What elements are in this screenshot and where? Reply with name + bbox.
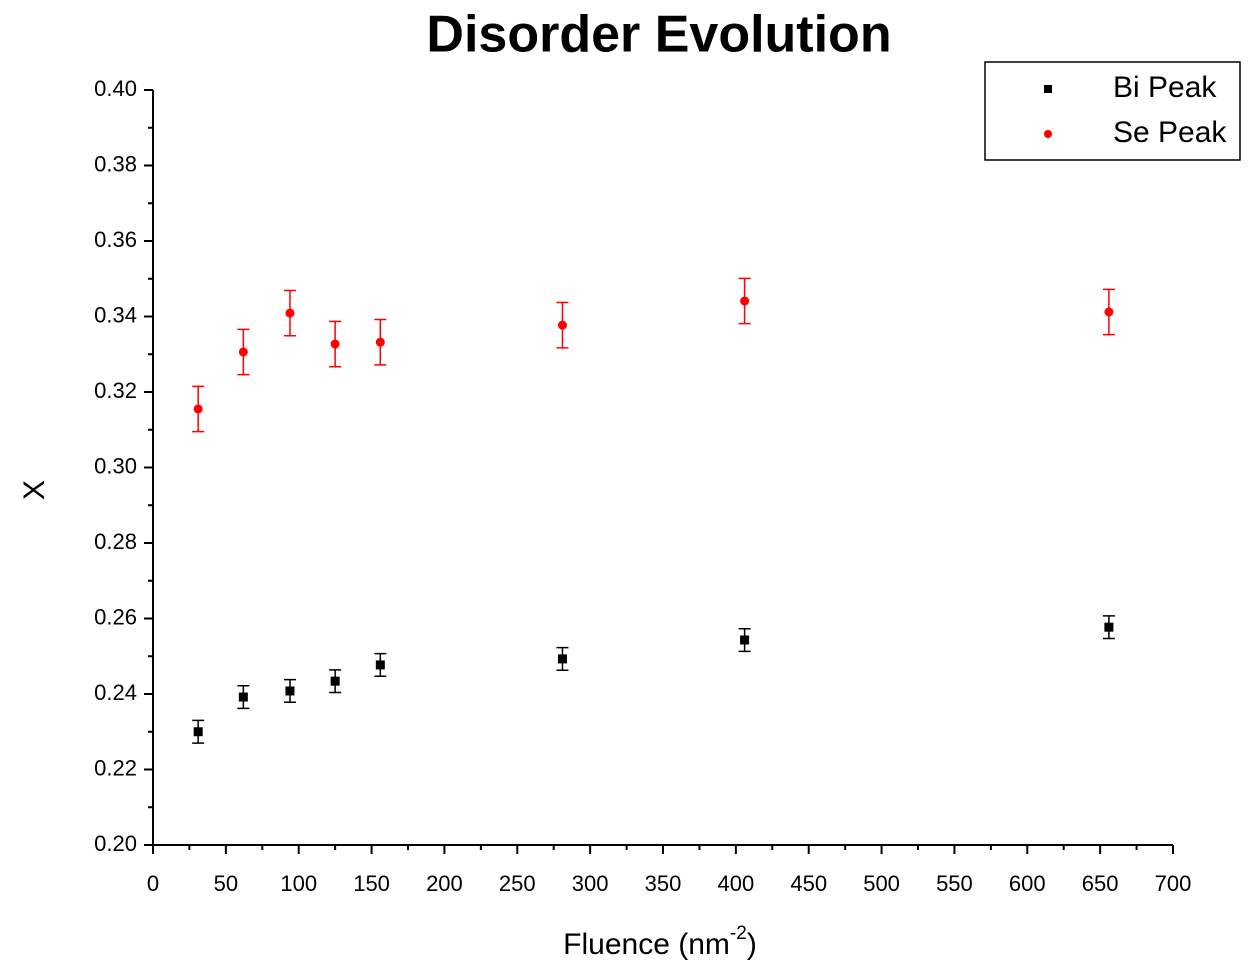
y-tick-label: 0.38 — [94, 151, 137, 176]
legend-label: Se Peak — [1113, 116, 1227, 149]
point — [285, 686, 295, 696]
y-tick-label: 0.34 — [94, 302, 137, 327]
x-tick-label: 150 — [353, 871, 390, 896]
legend-label: Bi Peak — [1113, 71, 1217, 104]
y-tick-label: 0.30 — [94, 453, 137, 478]
x-tick-label: 200 — [426, 871, 463, 896]
point — [740, 296, 750, 306]
y-tick-label: 0.22 — [94, 755, 137, 780]
legend-box — [984, 61, 1241, 161]
x-tick-label: 550 — [936, 871, 973, 896]
y-tick-label: 0.28 — [94, 529, 137, 554]
legend-marker — [1044, 85, 1052, 93]
point — [1104, 622, 1114, 632]
x-label-text: Fluence (nm — [563, 928, 730, 961]
point — [193, 404, 203, 414]
x-label-end: ) — [747, 928, 757, 961]
x-tick-label: 600 — [1009, 871, 1046, 896]
x-label-superscript: -2 — [730, 923, 747, 944]
x-tick-label: 350 — [645, 871, 682, 896]
x-tick-label: 100 — [280, 871, 317, 896]
point — [330, 339, 340, 349]
point — [193, 727, 203, 737]
point — [375, 660, 385, 670]
point — [330, 676, 340, 686]
y-axis-label: X — [18, 480, 51, 500]
x-tick-label: 700 — [1155, 871, 1192, 896]
x-tick-label: 250 — [499, 871, 536, 896]
y-tick-label: 0.36 — [94, 227, 137, 252]
x-tick-label: 0 — [147, 871, 159, 896]
point — [285, 308, 295, 318]
point — [238, 692, 248, 702]
x-tick-label: 450 — [790, 871, 827, 896]
point — [557, 654, 567, 664]
point — [1104, 307, 1114, 317]
point — [557, 320, 567, 330]
x-tick-label: 300 — [572, 871, 609, 896]
y-tick-label: 0.32 — [94, 378, 137, 403]
x-tick-label: 400 — [717, 871, 754, 896]
chart-title: Disorder Evolution — [426, 6, 891, 64]
y-tick-label: 0.20 — [94, 831, 137, 856]
y-tick-label: 0.40 — [94, 76, 137, 101]
x-tick-label: 500 — [863, 871, 900, 896]
x-tick-label: 50 — [214, 871, 238, 896]
point — [740, 635, 750, 645]
point — [238, 347, 248, 357]
legend-marker — [1044, 130, 1052, 138]
x-tick-label: 650 — [1082, 871, 1119, 896]
point — [375, 337, 385, 347]
x-axis-label: Fluence (nm-2) — [563, 923, 757, 961]
y-tick-label: 0.26 — [94, 604, 137, 629]
y-tick-label: 0.24 — [94, 680, 137, 705]
